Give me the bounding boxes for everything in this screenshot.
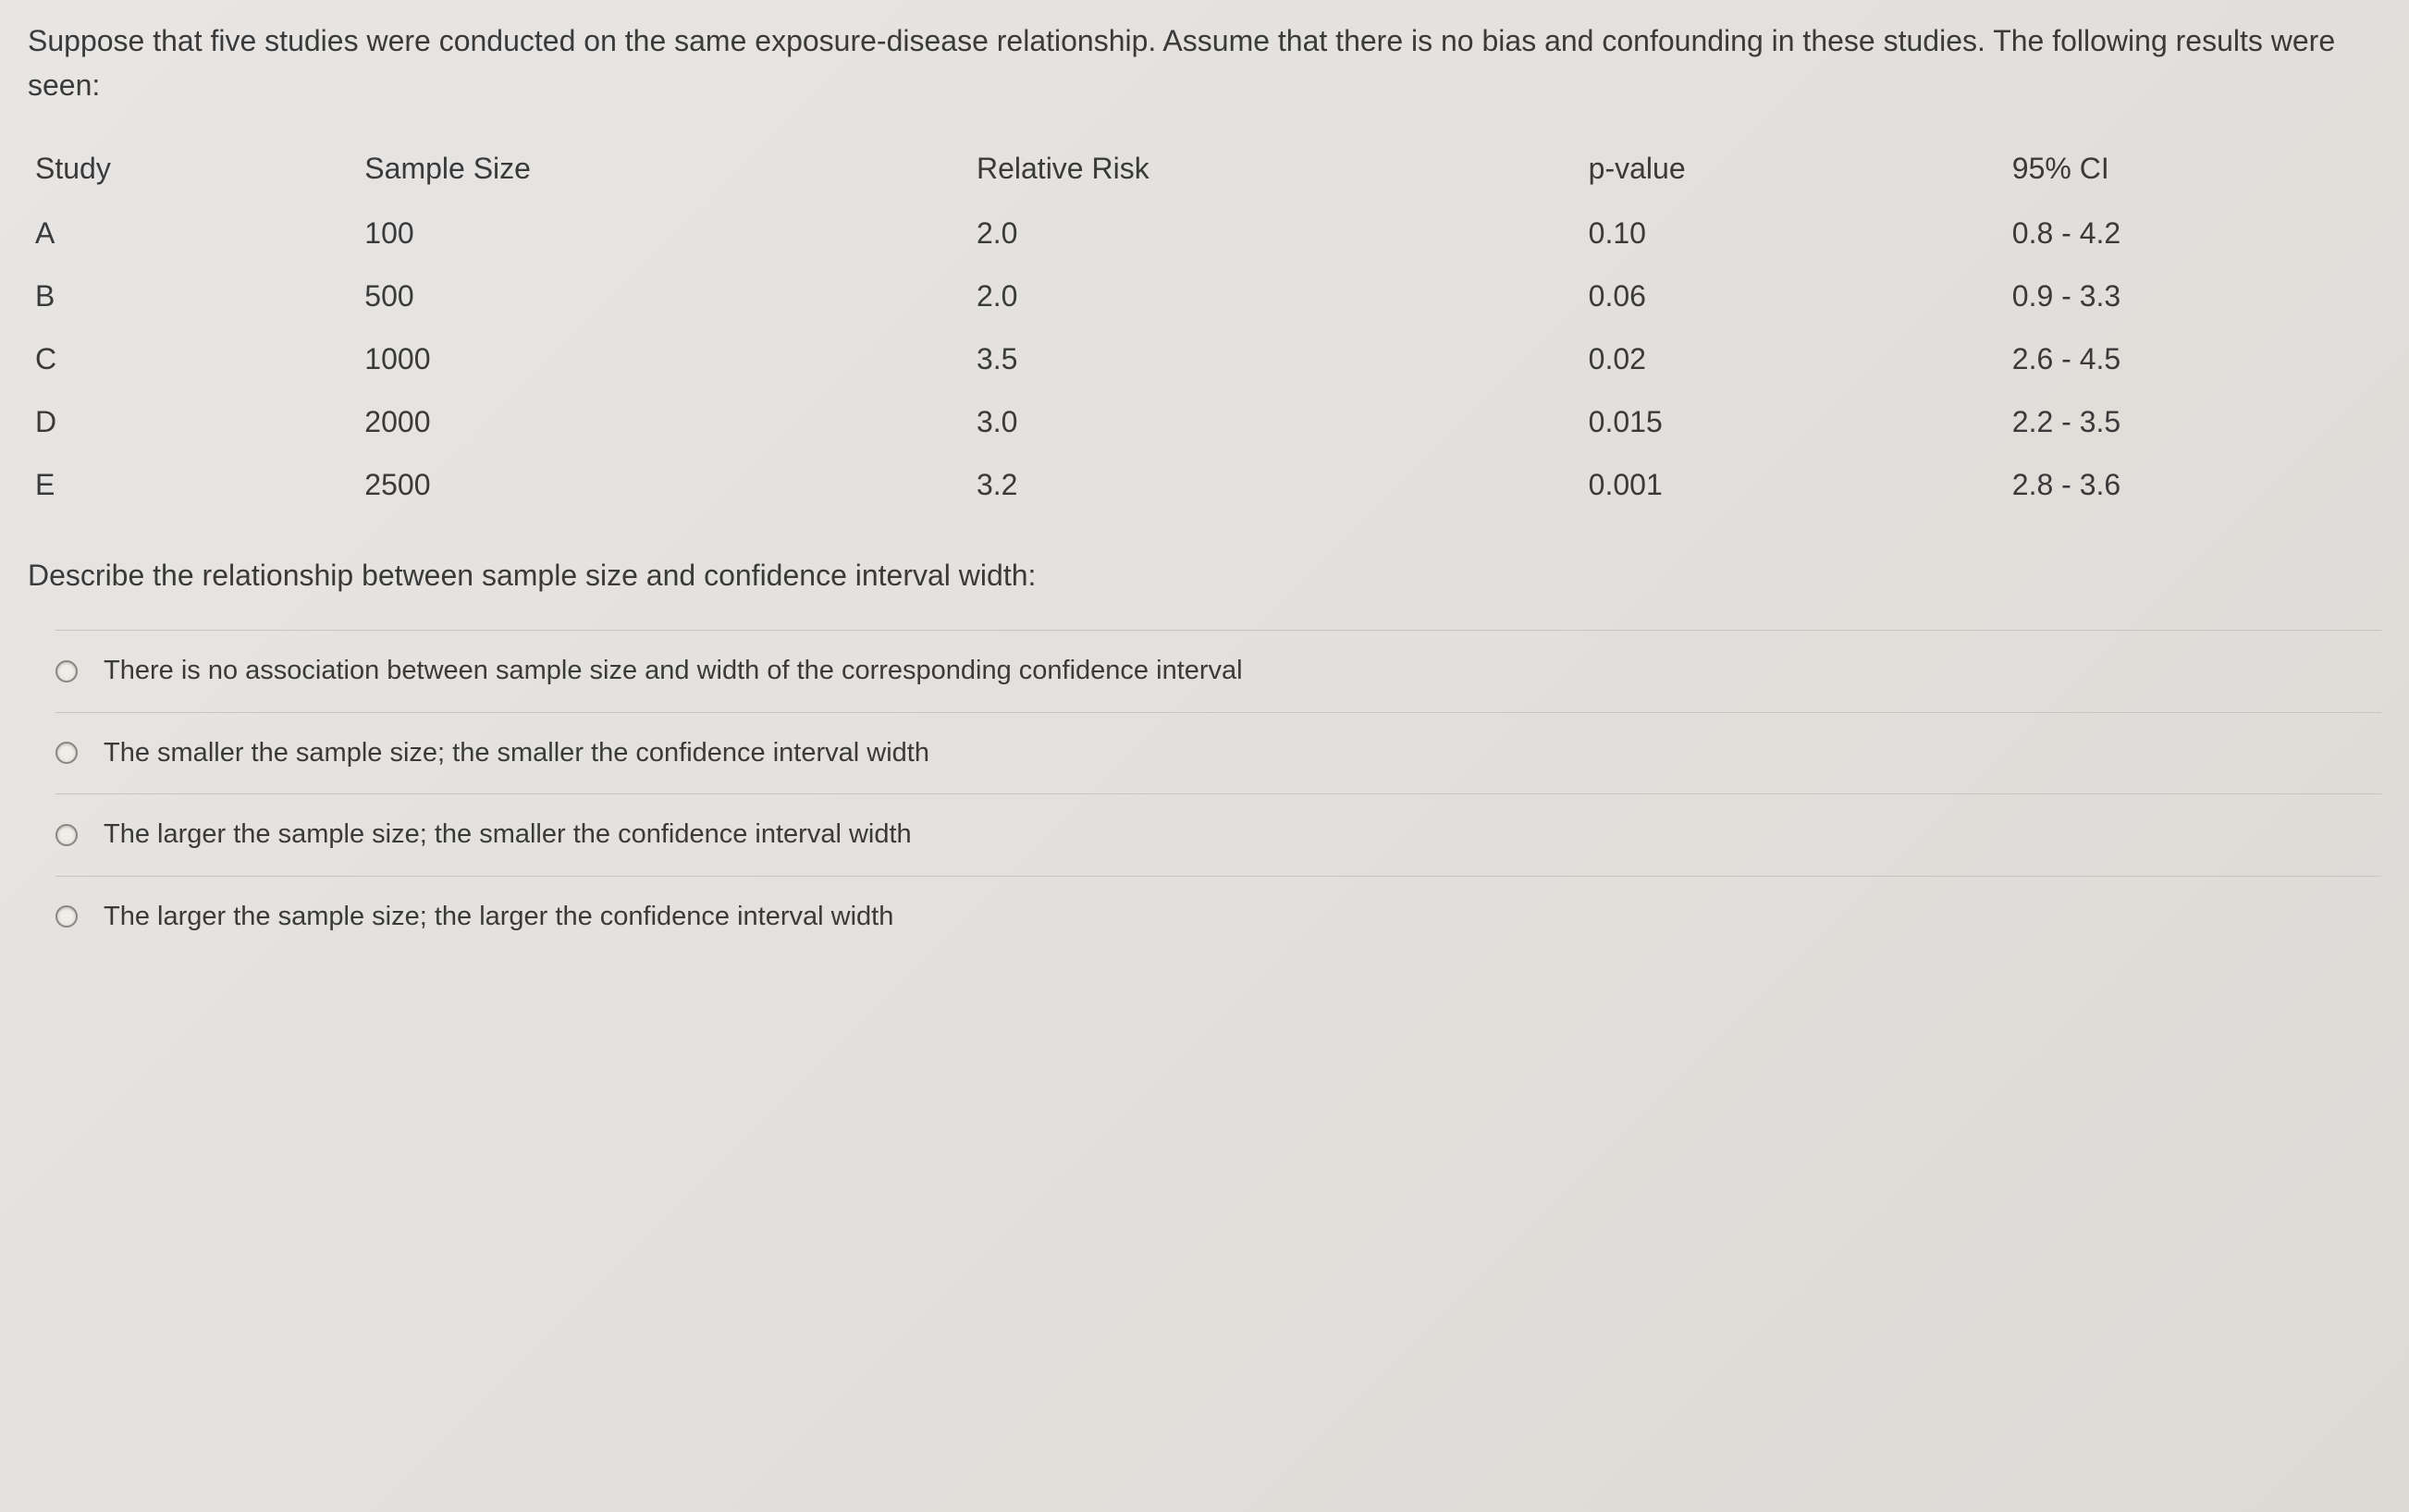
cell-p-value: 0.001	[1581, 453, 2005, 516]
cell-ci: 2.8 - 3.6	[2005, 453, 2381, 516]
cell-sample-size: 1000	[357, 327, 969, 390]
cell-sample-size: 2500	[357, 453, 969, 516]
radio-icon[interactable]	[55, 660, 78, 682]
header-relative-risk: Relative Risk	[969, 135, 1581, 202]
option-label: The larger the sample size; the smaller …	[104, 815, 912, 855]
cell-study: E	[28, 453, 357, 516]
cell-ci: 2.2 - 3.5	[2005, 390, 2381, 453]
cell-sample-size: 500	[357, 264, 969, 327]
header-ci: 95% CI	[2005, 135, 2381, 202]
cell-sample-size: 2000	[357, 390, 969, 453]
cell-ci: 0.9 - 3.3	[2005, 264, 2381, 327]
option-item[interactable]: The larger the sample size; the smaller …	[55, 793, 2381, 876]
cell-p-value: 0.10	[1581, 202, 2005, 264]
options-list: There is no association between sample s…	[28, 630, 2381, 957]
option-label: The smaller the sample size; the smaller…	[104, 733, 929, 774]
intro-paragraph: Suppose that five studies were conducted…	[28, 18, 2381, 107]
radio-icon[interactable]	[55, 742, 78, 764]
cell-p-value: 0.06	[1581, 264, 2005, 327]
radio-icon[interactable]	[55, 824, 78, 846]
cell-relative-risk: 3.2	[969, 453, 1581, 516]
table-body: A 100 2.0 0.10 0.8 - 4.2 B 500 2.0 0.06 …	[28, 202, 2381, 516]
studies-table: Study Sample Size Relative Risk p-value …	[28, 135, 2381, 516]
option-label: There is no association between sample s…	[104, 651, 1243, 692]
cell-relative-risk: 3.5	[969, 327, 1581, 390]
cell-sample-size: 100	[357, 202, 969, 264]
cell-relative-risk: 3.0	[969, 390, 1581, 453]
radio-icon[interactable]	[55, 905, 78, 928]
cell-study: D	[28, 390, 357, 453]
cell-study: A	[28, 202, 357, 264]
table-header-row: Study Sample Size Relative Risk p-value …	[28, 135, 2381, 202]
cell-study: C	[28, 327, 357, 390]
cell-p-value: 0.015	[1581, 390, 2005, 453]
table-row: D 2000 3.0 0.015 2.2 - 3.5	[28, 390, 2381, 453]
header-sample-size: Sample Size	[357, 135, 969, 202]
table-row: E 2500 3.2 0.001 2.8 - 3.6	[28, 453, 2381, 516]
cell-relative-risk: 2.0	[969, 264, 1581, 327]
table-row: C 1000 3.5 0.02 2.6 - 4.5	[28, 327, 2381, 390]
option-item[interactable]: The smaller the sample size; the smaller…	[55, 712, 2381, 794]
cell-ci: 0.8 - 4.2	[2005, 202, 2381, 264]
table-row: B 500 2.0 0.06 0.9 - 3.3	[28, 264, 2381, 327]
cell-relative-risk: 2.0	[969, 202, 1581, 264]
header-study: Study	[28, 135, 357, 202]
cell-study: B	[28, 264, 357, 327]
cell-ci: 2.6 - 4.5	[2005, 327, 2381, 390]
header-p-value: p-value	[1581, 135, 2005, 202]
option-item[interactable]: The larger the sample size; the larger t…	[55, 876, 2381, 958]
option-label: The larger the sample size; the larger t…	[104, 897, 893, 938]
table-row: A 100 2.0 0.10 0.8 - 4.2	[28, 202, 2381, 264]
option-item[interactable]: There is no association between sample s…	[55, 630, 2381, 712]
question-prompt: Describe the relationship between sample…	[28, 553, 2381, 597]
cell-p-value: 0.02	[1581, 327, 2005, 390]
